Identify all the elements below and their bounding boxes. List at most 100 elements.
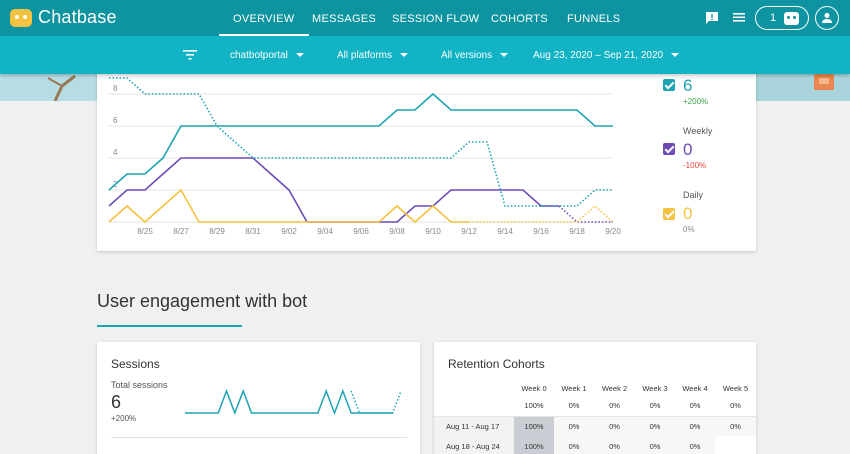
bot-filter-dropdown[interactable]: chatbotportal	[230, 36, 304, 74]
week-header: Week 4	[682, 383, 708, 393]
table-row: Aug 18 - Aug 24 100% 0% 0% 0% 0%	[434, 436, 756, 454]
total-cell: 0%	[730, 401, 741, 411]
platform-filter-value: All platforms	[337, 50, 393, 61]
tab-funnels[interactable]: FUNNELS	[567, 13, 621, 25]
platform-filter-dropdown[interactable]: All platforms	[337, 36, 409, 74]
x-tick-label: 9/10	[425, 227, 441, 236]
legend-total-change: +200%	[683, 97, 709, 106]
account-button[interactable]	[815, 6, 839, 30]
tab-session-flow[interactable]: SESSION FLOW	[392, 13, 480, 25]
retention-cell: 0%	[635, 416, 675, 436]
legend-daily-checkbox[interactable]	[663, 208, 675, 220]
retention-cell	[715, 436, 756, 454]
retention-cell: 0%	[715, 416, 756, 436]
week-header: Week 2	[601, 383, 628, 393]
sessions-sparkline	[185, 388, 402, 416]
x-tick-label: 8/31	[245, 227, 261, 236]
retention-cell: 0%	[675, 416, 715, 436]
version-filter-value: All versions	[441, 50, 493, 61]
legend-daily-label: Daily	[683, 190, 704, 200]
week-header: Week 3	[642, 383, 668, 393]
x-tick-label: 8/27	[173, 227, 189, 236]
brand-name: Chatbase	[38, 7, 117, 27]
top-nav-bar: Chatbase OVERVIEW MESSAGES SESSION FLOW …	[0, 0, 850, 36]
sessions-card: Sessions Total sessions 6 +200%	[97, 342, 420, 454]
series-line-5	[469, 204, 614, 223]
legend-daily-value: 0	[683, 204, 693, 223]
sparkline-dotted	[350, 390, 402, 414]
bot-filter-value: chatbotportal	[230, 50, 288, 61]
retention-cell: 100%	[514, 436, 554, 454]
chevron-down-icon	[400, 53, 409, 58]
series-line-0	[108, 92, 613, 191]
x-tick-label: 9/14	[497, 227, 513, 236]
legend-weekly-change: -100%	[683, 161, 707, 170]
retention-totals-row: 100% 0% 0% 0% 0% 0%	[434, 396, 756, 416]
total-cell: 100%	[524, 401, 544, 411]
corner-cell	[434, 380, 514, 396]
week-header: Week 1	[561, 383, 587, 393]
chatbase-logo-icon	[10, 8, 32, 27]
x-tick-label: 9/18	[569, 227, 585, 236]
bot-count: 1	[770, 12, 777, 24]
filter-icon[interactable]	[183, 49, 197, 61]
divider	[111, 437, 407, 438]
y-tick-label: 8	[113, 84, 118, 93]
legend-total-checkbox[interactable]	[663, 79, 675, 91]
cohort-label: Aug 18 - Aug 24	[434, 436, 514, 454]
series-line-3	[109, 77, 613, 207]
bot-icon	[784, 11, 800, 25]
x-tick-label: 9/06	[353, 227, 369, 236]
menu-list-icon[interactable]	[731, 10, 747, 26]
legend-weekly-checkbox[interactable]	[663, 143, 675, 155]
legend-daily-change: 0%	[683, 225, 695, 234]
retention-header-row: Week 0 Week 1 Week 2 Week 3 Week 4 Week …	[434, 380, 756, 396]
total-sessions-label: Total sessions	[111, 380, 168, 390]
week-header: Week 0	[521, 383, 547, 393]
feedback-icon[interactable]	[704, 10, 720, 26]
x-tick-label: 9/02	[281, 227, 297, 236]
sparkline-solid	[185, 388, 393, 416]
brand-logo[interactable]: Chatbase	[10, 7, 117, 28]
y-tick-label: 6	[113, 116, 118, 125]
engagement-section-title: User engagement with bot	[97, 291, 308, 311]
total-sessions-value: 6	[111, 392, 122, 412]
date-range-value: Aug 23, 2020 – Sep 21, 2020	[533, 50, 664, 61]
row-label	[434, 396, 514, 416]
total-cell: 0%	[649, 401, 661, 411]
x-tick-label: 9/04	[317, 227, 333, 236]
legend-weekly-label: Weekly	[683, 126, 713, 136]
series-line-2	[108, 188, 469, 224]
tab-overview[interactable]: OVERVIEW	[219, 0, 308, 36]
account-icon	[822, 13, 832, 23]
retention-cell: 0%	[594, 416, 635, 436]
filter-bar: chatbotportal All platforms All versions…	[0, 36, 850, 74]
x-tick-label: 9/12	[461, 227, 477, 236]
chevron-down-icon	[500, 53, 509, 58]
legend-total-value: 6	[683, 76, 693, 95]
retention-cell: 100%	[514, 416, 554, 436]
retention-cell: 0%	[554, 416, 594, 436]
chevron-down-icon	[295, 53, 304, 58]
total-cell: 0%	[609, 401, 620, 411]
bot-selector-chip[interactable]: 1	[755, 6, 809, 30]
sessions-title: Sessions	[111, 357, 160, 371]
tree-illustration	[47, 74, 850, 101]
tab-cohorts[interactable]: COHORTS	[491, 13, 548, 25]
x-tick-label: 9/20	[605, 227, 621, 236]
table-row: Aug 11 - Aug 17 100% 0% 0% 0% 0% 0%	[434, 416, 756, 436]
retention-cell: 0%	[675, 436, 715, 454]
retention-cell: 0%	[554, 436, 594, 454]
x-tick-label: 9/08	[389, 227, 405, 236]
x-tick-label: 8/29	[209, 227, 225, 236]
section-underline	[97, 325, 242, 327]
x-tick-label: 9/16	[533, 227, 549, 236]
chevron-down-icon	[671, 53, 680, 58]
legend-weekly-value: 0	[683, 140, 693, 159]
date-range-dropdown[interactable]: Aug 23, 2020 – Sep 21, 2020	[533, 36, 680, 74]
tab-messages[interactable]: MESSAGES	[312, 13, 377, 25]
total-sessions-change: +200%	[111, 414, 137, 423]
version-filter-dropdown[interactable]: All versions	[441, 36, 509, 74]
retention-cohorts-card: Retention Cohorts Week 0 Week 1 Week 2 W…	[434, 342, 756, 454]
